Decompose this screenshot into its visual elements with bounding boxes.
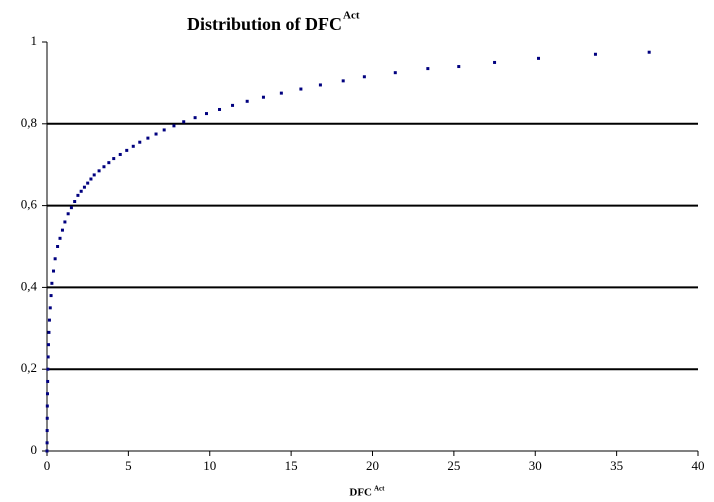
data-point [82,185,86,189]
data-point [112,157,116,161]
data-point [131,144,135,148]
data-point [154,132,158,136]
data-point [182,120,186,124]
data-point [63,220,67,224]
x-tick-label: 35 [610,458,623,473]
chart-title: Distribution of DFC [187,14,342,34]
data-point [393,71,397,75]
data-point [48,306,52,310]
data-point [118,152,122,156]
data-point [76,193,80,197]
data-point [138,140,142,144]
data-point [58,236,62,240]
x-tick-label: 40 [692,458,705,473]
data-point [89,177,93,181]
y-tick-label: 0,6 [21,197,38,212]
data-point [73,200,77,204]
data-point [537,56,541,60]
data-point [46,355,50,359]
x-axis-label-superscript: Act [374,485,385,493]
data-point [107,161,111,165]
data-point [172,124,176,128]
x-tick-label: 5 [125,458,132,473]
chart-title-superscript: Act [343,10,360,22]
data-point [362,75,366,79]
data-point [204,112,208,116]
data-point [45,404,49,408]
data-point [45,441,49,445]
x-tick-label: 20 [366,458,379,473]
y-tick-label: 0,2 [21,360,37,375]
data-point [69,206,73,210]
data-point [56,245,60,248]
data-point [45,392,49,396]
data-point [46,379,50,383]
data-point [231,103,235,107]
data-point [86,181,90,185]
data-point [66,212,70,216]
x-tick-label: 30 [529,458,542,473]
y-tick-label: 1 [31,33,38,48]
data-point [125,148,129,152]
y-tick-label: 0 [31,442,38,457]
data-point [341,79,345,83]
x-tick-label: 25 [447,458,460,473]
data-point [46,343,50,347]
data-point [162,128,166,132]
data-point [53,257,57,261]
x-axis-label: DFC [349,487,372,499]
data-point [493,60,497,64]
data-point [279,91,283,95]
data-point [49,294,53,298]
x-tick-label: 0 [44,458,51,473]
y-tick-label: 0,8 [21,115,37,130]
y-tick-label: 0,4 [21,278,38,293]
data-point [218,107,222,111]
data-point [45,449,49,453]
data-point [60,228,64,232]
data-point [146,136,150,140]
data-point [92,173,96,177]
data-point [193,116,197,120]
data-point [45,416,49,420]
data-point [102,165,106,169]
data-point [426,67,430,71]
data-point [47,330,51,334]
data-point [261,95,265,99]
data-point [52,269,56,273]
data-point [46,367,50,371]
data-point [45,429,49,433]
data-point [79,189,83,193]
data-point [318,83,322,87]
data-point [647,50,651,54]
x-tick-label: 15 [285,458,298,473]
data-point [299,87,303,91]
x-tick-label: 10 [203,458,216,473]
data-point [245,99,249,103]
data-point [593,52,597,56]
data-point [50,281,54,285]
data-point [457,65,461,69]
data-point [97,169,101,173]
data-point [47,318,51,322]
